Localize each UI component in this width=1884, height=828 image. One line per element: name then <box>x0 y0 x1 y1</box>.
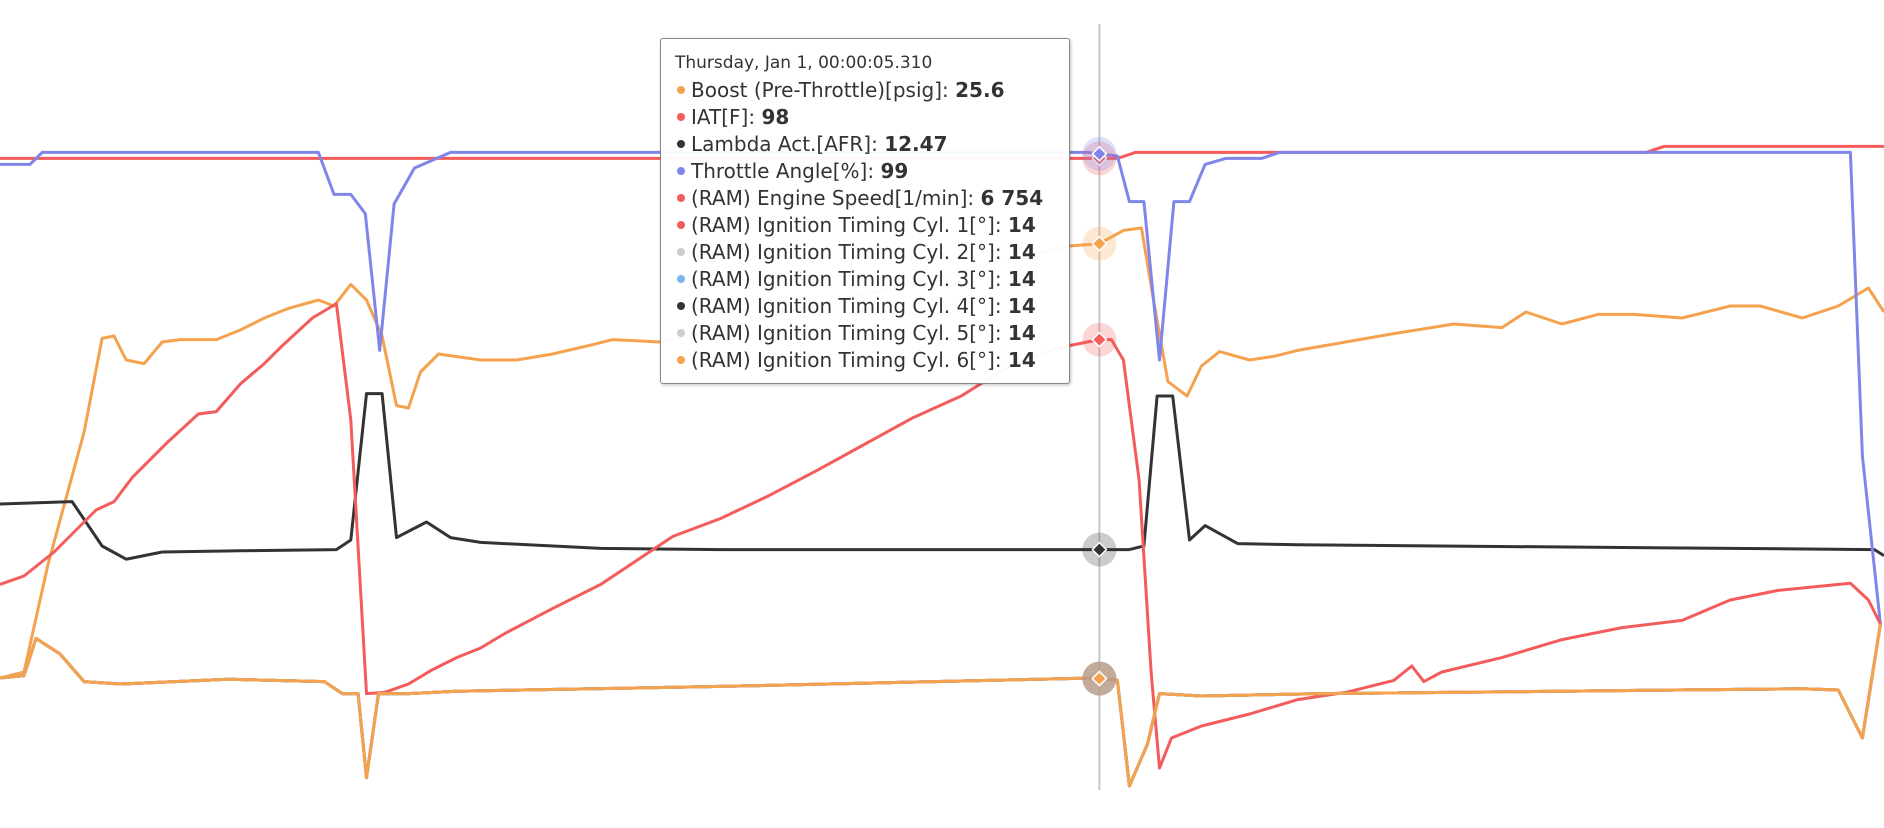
series-line <box>0 623 1882 788</box>
tooltip-value: 12.47 <box>884 132 948 156</box>
tooltip-row: (RAM) Ignition Timing Cyl. 6[°]: 14 <box>675 347 1055 374</box>
tooltip-row: (RAM) Ignition Timing Cyl. 2[°]: 14 <box>675 239 1055 266</box>
tooltip-dot <box>677 194 685 202</box>
tooltip-value: 14 <box>1007 213 1036 237</box>
tooltip-separator: : <box>871 132 885 156</box>
series-line <box>0 623 1882 788</box>
series-line <box>0 150 1882 625</box>
tooltip-series-name: (RAM) Ignition Timing Cyl. 5[°] <box>691 321 995 345</box>
tooltip-row: (RAM) Ignition Timing Cyl. 3[°]: 14 <box>675 266 1055 293</box>
tooltip-dot <box>677 329 685 337</box>
tooltip-series-name: Boost (Pre-Throttle)[psig] <box>691 78 943 102</box>
tooltip-row: (RAM) Ignition Timing Cyl. 1[°]: 14 <box>675 212 1055 239</box>
tooltip-value: 14 <box>1007 294 1036 318</box>
tooltip-value: 99 <box>880 159 909 183</box>
tooltip-header: Thursday, Jan 1, 00:00:05.310 <box>675 53 933 73</box>
tooltip-series-name: IAT[F] <box>691 105 749 129</box>
tooltip-series-name: (RAM) Ignition Timing Cyl. 2[°] <box>691 240 995 264</box>
tooltip-value: 14 <box>1007 321 1036 345</box>
tooltip-row: (RAM) Ignition Timing Cyl. 5[°]: 14 <box>675 320 1055 347</box>
tooltip-row: IAT[F]: 98 <box>675 104 1055 131</box>
tooltip-dot <box>677 221 685 229</box>
series-line <box>0 302 1882 770</box>
tooltip-dot <box>677 167 685 175</box>
hover-marker <box>1091 145 1108 162</box>
tooltip-dot <box>677 248 685 256</box>
tooltip-value: 14 <box>1007 267 1036 291</box>
tooltip-value: 98 <box>761 105 790 129</box>
series-line <box>0 392 1884 561</box>
tooltip-value: 14 <box>1007 240 1036 264</box>
tooltip-row: Throttle Angle[%]: 99 <box>675 158 1055 185</box>
tooltip-separator: : <box>748 105 762 129</box>
hover-marker <box>1091 541 1108 558</box>
tooltip-rows: Boost (Pre-Throttle)[psig]: 25.6 IAT[F]: … <box>675 77 1055 374</box>
hover-marker <box>1091 331 1108 348</box>
tooltip-value: 14 <box>1007 348 1036 372</box>
tooltip-row: Boost (Pre-Throttle)[psig]: 25.6 <box>675 77 1055 104</box>
series-line <box>0 623 1882 788</box>
tooltip-separator: : <box>942 78 956 102</box>
tooltip-separator: : <box>994 294 1008 318</box>
tooltip-series-name: (RAM) Ignition Timing Cyl. 3[°] <box>691 267 995 291</box>
tooltip-dot <box>677 356 685 364</box>
tooltip-series-name: (RAM) Engine Speed[1/min] <box>691 186 968 210</box>
series-line <box>0 623 1882 788</box>
tooltip-series-name: (RAM) Ignition Timing Cyl. 1[°] <box>691 213 995 237</box>
series-line <box>0 226 1884 680</box>
tooltip-dot <box>677 113 685 121</box>
tooltip-series-name: Throttle Angle[%] <box>691 159 868 183</box>
series-line <box>0 623 1882 788</box>
hover-marker <box>1091 235 1108 252</box>
tooltip-separator: : <box>994 267 1008 291</box>
tooltip-dot <box>677 275 685 283</box>
tooltip-row: Lambda Act.[AFR]: 12.47 <box>675 131 1055 158</box>
tooltip-row: (RAM) Engine Speed[1/min]: 6 754 <box>675 185 1055 212</box>
tooltip-dot <box>677 140 685 148</box>
tooltip-separator: : <box>994 213 1008 237</box>
tooltip-value: 25.6 <box>955 78 1005 102</box>
tooltip-series-name: (RAM) Ignition Timing Cyl. 4[°] <box>691 294 995 318</box>
tooltip-separator: : <box>867 159 881 183</box>
series-line <box>0 623 1882 788</box>
tooltip-value: 6 754 <box>980 186 1044 210</box>
tooltip-dot <box>677 302 685 310</box>
tooltip-row: (RAM) Ignition Timing Cyl. 4[°]: 14 <box>675 293 1055 320</box>
tooltip-separator: : <box>994 348 1008 372</box>
hover-marker <box>1091 670 1108 687</box>
tooltip-separator: : <box>994 240 1008 264</box>
tooltip-series-name: Lambda Act.[AFR] <box>691 132 872 156</box>
tooltip-dot <box>677 86 685 94</box>
tooltip: Thursday, Jan 1, 00:00:05.310 Boost (Pre… <box>660 38 1070 384</box>
tooltip-separator: : <box>967 186 981 210</box>
tooltip-series-name: (RAM) Ignition Timing Cyl. 6[°] <box>691 348 995 372</box>
tooltip-separator: : <box>994 321 1008 345</box>
